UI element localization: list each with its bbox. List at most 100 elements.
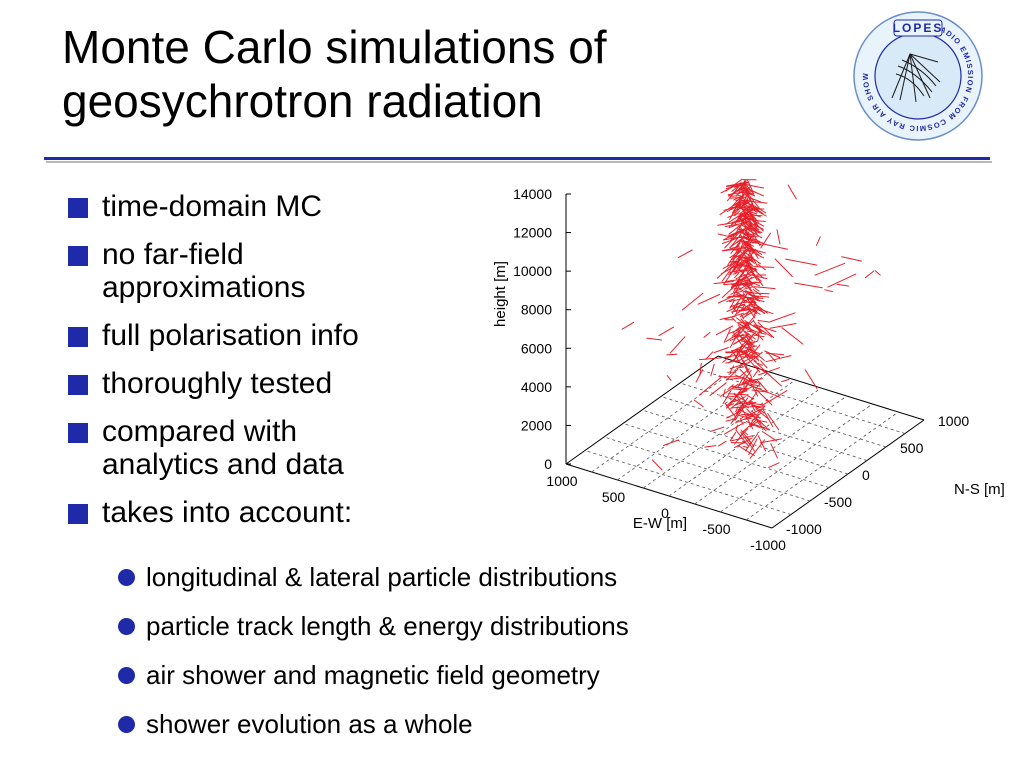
chart-particle-track — [726, 412, 738, 419]
chart-particle-track — [740, 313, 744, 320]
chart-particle-track — [744, 433, 758, 452]
chart-particle-track — [761, 406, 774, 427]
chart-particle-track — [749, 402, 765, 406]
chart-particle-track — [730, 281, 738, 288]
sub-bullet-list: longitudinal & lateral particle distribu… — [116, 562, 816, 758]
chart-particle-track — [734, 437, 753, 449]
chart-particle-track — [785, 258, 818, 266]
chart-particle-track — [744, 200, 751, 206]
chart-particle-track — [725, 418, 736, 422]
chart-z-tick-label: 12000 — [513, 225, 552, 241]
chart-particle-track — [841, 256, 863, 262]
chart-particle-track — [743, 256, 753, 259]
chart-particle-track — [753, 295, 770, 298]
chart-particle-track — [794, 282, 823, 289]
chart-particle-track — [732, 267, 752, 275]
chart-particle-track — [737, 334, 744, 339]
chart-particle-track — [727, 351, 747, 364]
slide-title-line-2: geosychrotron radiation — [62, 75, 543, 127]
chart-particle-track — [725, 211, 746, 225]
chart-particle-track — [742, 267, 757, 272]
chart-x-tick-label: -1000 — [750, 537, 786, 552]
chart-particle-track — [753, 423, 770, 430]
logo-antenna-icon — [891, 53, 941, 103]
chart-particle-track — [733, 396, 746, 403]
chart-particle-track — [725, 178, 743, 192]
chart-grid-line — [591, 363, 744, 473]
bullet-text: time-domain MC — [102, 190, 323, 223]
chart-particle-track — [729, 300, 735, 309]
chart-grid-line — [565, 355, 719, 465]
chart-particle-track — [698, 356, 731, 361]
chart-particle-track — [681, 292, 704, 311]
chart-particle-track — [755, 408, 770, 420]
chart-particle-track — [710, 426, 725, 432]
chart-particle-track — [742, 430, 749, 436]
chart-particle-track — [716, 263, 734, 279]
chart-particle-track — [745, 232, 754, 236]
chart-z-tick-label: 4000 — [521, 379, 552, 395]
chart-particle-track — [741, 384, 749, 395]
chart-z-axis-label: height [m] — [492, 261, 509, 327]
bullet-item: thoroughly tested — [68, 367, 488, 400]
chart-particle-track — [713, 281, 734, 285]
chart-particle-track — [757, 321, 774, 338]
chart-particle-track — [666, 375, 672, 381]
chart-particle-track — [747, 340, 758, 346]
chart-particle-track — [743, 250, 761, 265]
chart-particle-track — [724, 223, 739, 228]
chart-particle-track — [658, 326, 675, 337]
chart-particle-track — [740, 318, 750, 329]
chart-particle-track — [744, 320, 759, 330]
chart-particle-track — [729, 195, 741, 197]
chart-particle-track — [765, 352, 785, 356]
chart-particle-track — [704, 445, 717, 448]
chart-particle-track — [742, 250, 754, 274]
chart-z-tick-label: 6000 — [521, 340, 552, 356]
chart-particle-track — [723, 283, 736, 286]
chart-particle-track — [749, 227, 761, 247]
chart-particle-track — [728, 295, 764, 299]
chart-particle-track — [735, 197, 745, 202]
lopes-logo: RADIO EMISSION FROM COSMIC RAY AIR SHOWE… — [852, 10, 983, 141]
chart-particle-track — [753, 227, 760, 230]
chart-particle-tracks — [621, 178, 881, 471]
chart-particle-track — [719, 202, 739, 216]
chart-particle-track — [735, 242, 741, 248]
chart-particle-track — [723, 229, 743, 241]
chart-particle-track — [731, 316, 737, 322]
chart-particle-track — [721, 283, 738, 299]
chart-particle-track — [743, 273, 755, 280]
sub-bullet-item: longitudinal & lateral particle distribu… — [116, 562, 816, 592]
chart-particle-track — [727, 191, 744, 196]
chart-particle-track — [760, 438, 782, 444]
chart-particle-track — [713, 347, 729, 354]
chart-particle-track — [695, 369, 703, 383]
chart-particle-track — [749, 297, 765, 315]
chart-particle-track — [748, 397, 755, 402]
chart-particle-track — [752, 319, 762, 333]
chart-particle-track — [722, 349, 738, 363]
chart-particle-track — [739, 404, 751, 407]
chart-particle-track — [747, 205, 767, 217]
chart-particle-track — [836, 283, 849, 287]
chart-particle-track — [748, 438, 758, 456]
sub-bullet-text: longitudinal & lateral particle distribu… — [146, 562, 618, 592]
chart-particle-track — [804, 369, 818, 389]
chart-particle-track — [734, 260, 748, 275]
bullet-text: thoroughly tested — [102, 367, 333, 400]
chart-particle-track — [750, 385, 781, 398]
chart-particle-track — [734, 258, 746, 273]
chart-particle-track — [742, 360, 753, 379]
chart-particle-track — [741, 206, 757, 225]
chart-particle-track — [725, 390, 744, 407]
chart-particle-track — [737, 256, 750, 260]
bullet-text: full polarisation info — [102, 319, 359, 352]
chart-z-tick-label: 2000 — [521, 417, 552, 433]
round-bullet-icon — [118, 667, 135, 684]
chart-particle-track — [864, 270, 875, 279]
chart-particle-track — [753, 370, 759, 378]
chart-particle-track — [745, 382, 761, 387]
chart-particle-track — [731, 277, 745, 298]
